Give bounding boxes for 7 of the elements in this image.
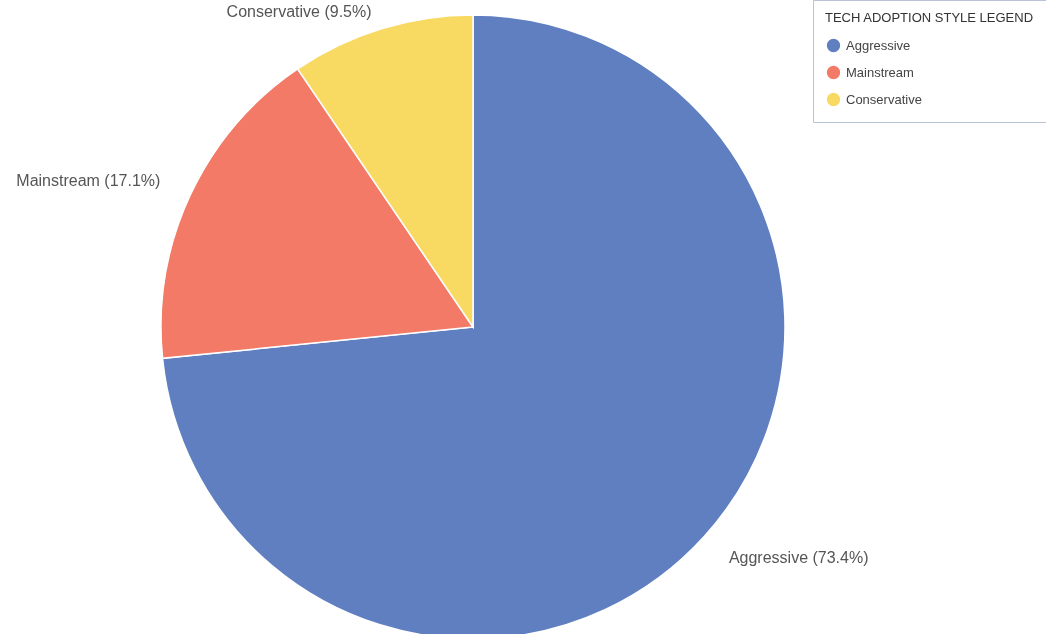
category-label: Conservative (9.5%): [226, 3, 372, 20]
legend-label: Conservative: [846, 91, 922, 107]
legend-label: Mainstream: [846, 64, 914, 80]
legend-label: Aggressive: [846, 37, 911, 53]
category-label: Aggressive (73.4%): [728, 549, 869, 567]
legend-title: TECH ADOPTION STYLE LEGEND: [825, 10, 1034, 25]
category-label: Mainstream (17.1%): [16, 172, 161, 190]
